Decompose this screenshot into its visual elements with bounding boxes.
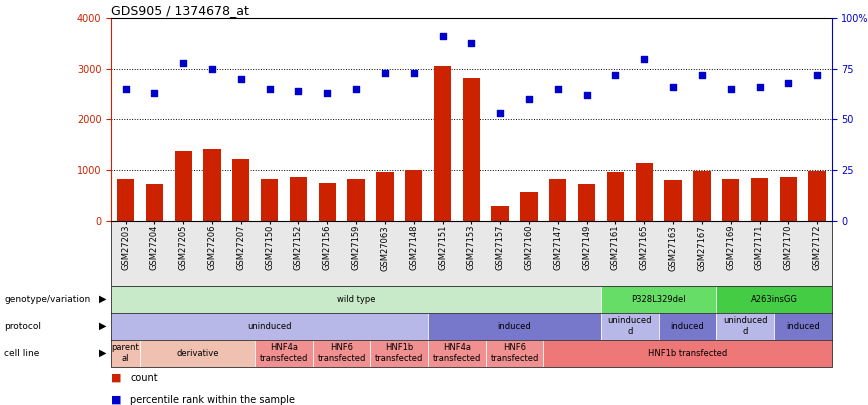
Point (436, 33, 450, 40)
Text: count: count (130, 373, 158, 383)
Bar (808, 171, 825, 221)
Point (205, 66, 219, 72)
Point (522, 96, 536, 102)
Point (119, 86, 133, 92)
Text: cell line: cell line (4, 349, 40, 358)
Text: ▶: ▶ (99, 348, 107, 358)
Text: ■: ■ (111, 395, 122, 405)
Bar (635, 163, 653, 221)
Point (349, 86, 363, 92)
Bar (751, 178, 768, 221)
Point (781, 80, 795, 86)
Text: ■: ■ (111, 373, 122, 383)
Bar (174, 151, 192, 221)
Bar (290, 177, 307, 221)
Text: HNF4a
transfected: HNF4a transfected (433, 343, 481, 363)
Text: induced: induced (671, 322, 704, 330)
Text: protocol: protocol (4, 322, 42, 330)
Point (695, 72, 709, 78)
Text: GDS905 / 1374678_at: GDS905 / 1374678_at (111, 4, 249, 17)
Bar (232, 159, 249, 221)
Text: uninduced
d: uninduced d (608, 316, 652, 336)
Point (637, 55, 651, 62)
Point (810, 72, 824, 78)
Bar (319, 183, 336, 221)
Point (580, 92, 594, 98)
Text: HNF1b transfected: HNF1b transfected (648, 349, 727, 358)
Bar (463, 78, 480, 221)
Bar (405, 170, 423, 221)
Point (666, 84, 680, 90)
Text: ▶: ▶ (99, 321, 107, 331)
Bar (146, 184, 163, 221)
Text: HNF1b
transfected: HNF1b transfected (375, 343, 424, 363)
Text: induced: induced (497, 322, 531, 330)
Bar (261, 179, 279, 221)
Point (176, 60, 190, 66)
Text: parent
al: parent al (112, 343, 140, 363)
Bar (607, 172, 624, 221)
Point (148, 90, 161, 96)
Text: ▶: ▶ (99, 294, 107, 304)
Bar (520, 192, 537, 221)
Text: uninduced
d: uninduced d (723, 316, 767, 336)
Bar (491, 206, 509, 221)
Bar (434, 66, 451, 221)
Point (608, 72, 622, 78)
Point (263, 86, 277, 92)
Text: percentile rank within the sample: percentile rank within the sample (130, 395, 295, 405)
Point (724, 86, 738, 92)
Bar (203, 149, 220, 221)
Text: wild type: wild type (337, 294, 375, 303)
Bar (117, 179, 135, 221)
Text: A263insGG: A263insGG (751, 294, 798, 303)
Text: derivative: derivative (176, 349, 219, 358)
Bar (664, 180, 681, 221)
Bar (694, 171, 711, 221)
Bar (779, 177, 797, 221)
Text: HNF6
transfected: HNF6 transfected (490, 343, 539, 363)
Bar (347, 179, 365, 221)
Bar (722, 179, 740, 221)
Point (464, 39, 478, 46)
Point (493, 110, 507, 117)
Text: genotype/variation: genotype/variation (4, 294, 90, 303)
Text: P328L329del: P328L329del (631, 294, 686, 303)
Bar (578, 184, 595, 221)
Point (233, 76, 247, 82)
Text: HNF6
transfected: HNF6 transfected (318, 343, 365, 363)
Point (292, 88, 306, 94)
Point (551, 86, 565, 92)
Point (378, 70, 391, 76)
Bar (376, 172, 393, 221)
Text: HNF4a
transfected: HNF4a transfected (260, 343, 308, 363)
Point (753, 84, 766, 90)
Point (320, 90, 334, 96)
Bar (549, 179, 567, 221)
Text: uninduced: uninduced (247, 322, 292, 330)
Point (407, 70, 421, 76)
Text: induced: induced (786, 322, 819, 330)
